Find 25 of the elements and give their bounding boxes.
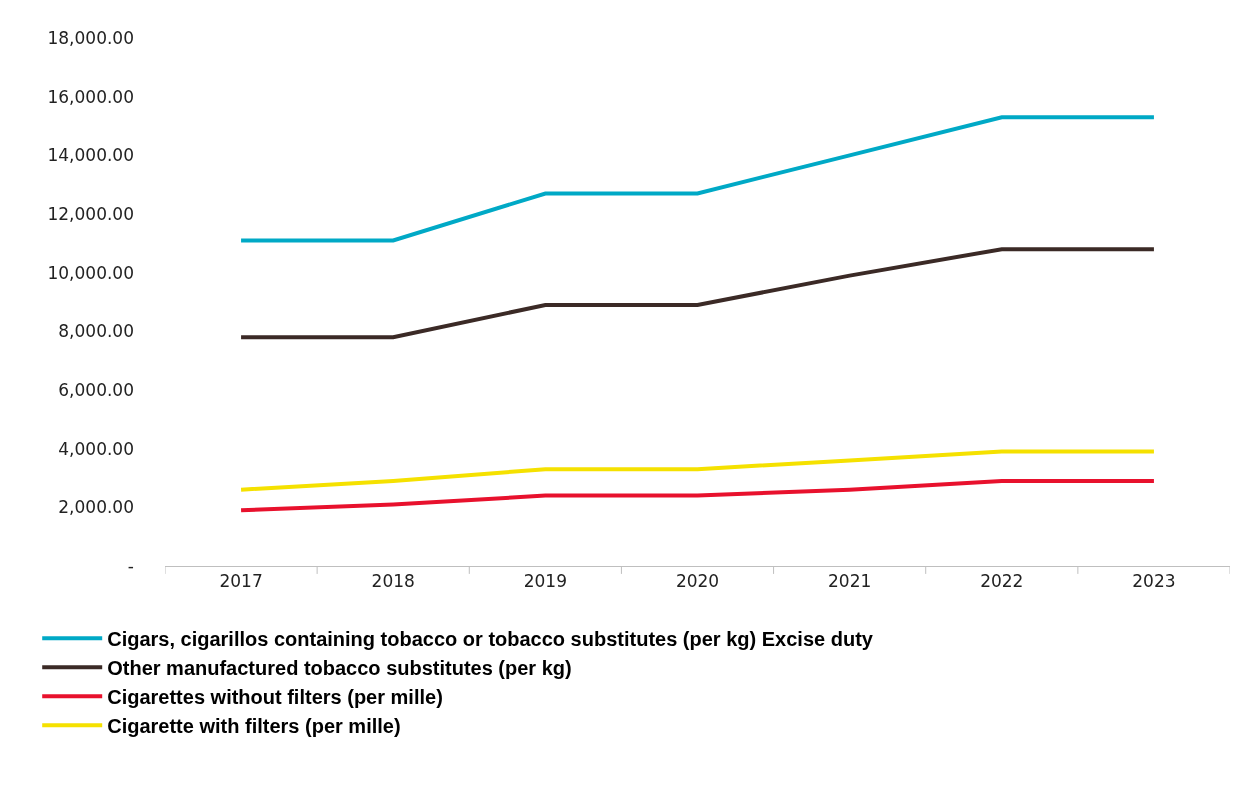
- line-series: [239, 478, 1156, 513]
- y-tick-label: 14,000.00: [47, 145, 134, 166]
- y-tick-label: 6,000.00: [58, 379, 134, 400]
- line-series: [239, 247, 1156, 340]
- legend-label: Cigarettes without filters (per mille): [107, 686, 443, 709]
- x-tick-label: 2021: [828, 571, 872, 592]
- x-tick-label: 2017: [219, 571, 263, 592]
- y-tick-label: 12,000.00: [47, 203, 134, 224]
- legend-label: Other manufactured tobacco substitutes (per kg): [107, 657, 572, 680]
- y-tick-label: 10,000.00: [47, 262, 134, 283]
- line-series: [239, 115, 1156, 243]
- y-tick-label: 8,000.00: [58, 321, 134, 342]
- line-series: [239, 449, 1156, 492]
- y-tick-label: 18,000.00: [47, 27, 134, 48]
- legend-label: Cigars, cigarillos containing tobacco or tobacco substitutes (per kg) Excise duty: [107, 628, 874, 651]
- y-tick-label: 16,000.00: [47, 86, 134, 107]
- x-tick-label: 2022: [980, 571, 1024, 592]
- x-tick-label: 2018: [371, 571, 415, 592]
- y-tick-label: 2,000.00: [58, 497, 134, 518]
- x-tick-label: 2020: [675, 571, 720, 592]
- y-tick-label: 4,000.00: [58, 438, 134, 459]
- legend-label: Cigarette with filters (per mille): [107, 715, 401, 738]
- y-tick-label: -: [127, 555, 134, 576]
- x-tick-label: 2019: [523, 571, 567, 592]
- x-tick-label: 2023: [1132, 571, 1176, 592]
